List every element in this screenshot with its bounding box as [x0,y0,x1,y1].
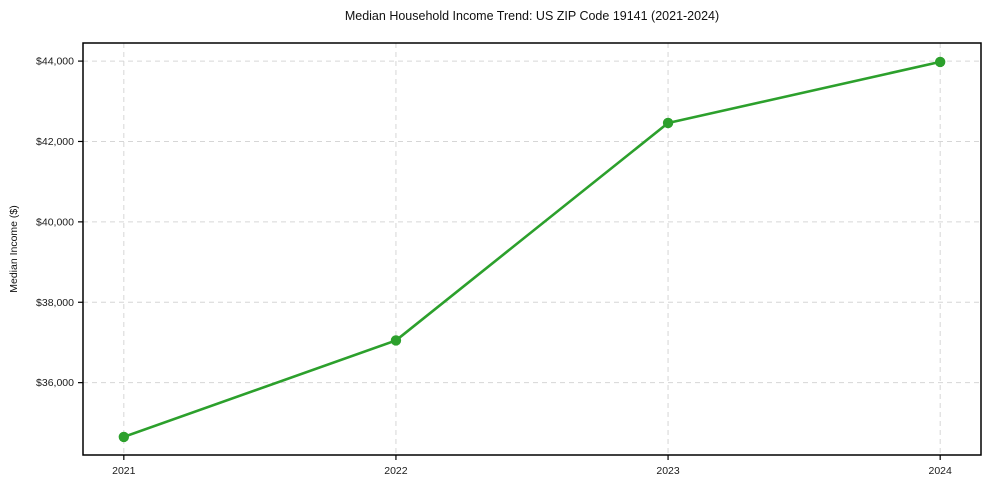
x-tick-label: 2023 [656,465,680,477]
chart-title: Median Household Income Trend: US ZIP Co… [344,9,720,23]
data-point [390,335,402,346]
y-tick-label: $42,000 [36,136,74,148]
y-tick-label: $44,000 [36,56,74,68]
trend-line [122,60,942,439]
x-tick-label: 2024 [929,465,953,477]
x-tick-label: 2021 [112,465,136,477]
y-tick-label: $38,000 [36,297,74,309]
y-tick-label: $40,000 [36,216,74,228]
x-tick-label: 2022 [384,465,408,477]
plot-border [82,42,982,456]
data-point [934,56,946,68]
data-point [662,117,674,129]
data-point [118,431,130,443]
y-tick-label: $36,000 [36,377,74,389]
